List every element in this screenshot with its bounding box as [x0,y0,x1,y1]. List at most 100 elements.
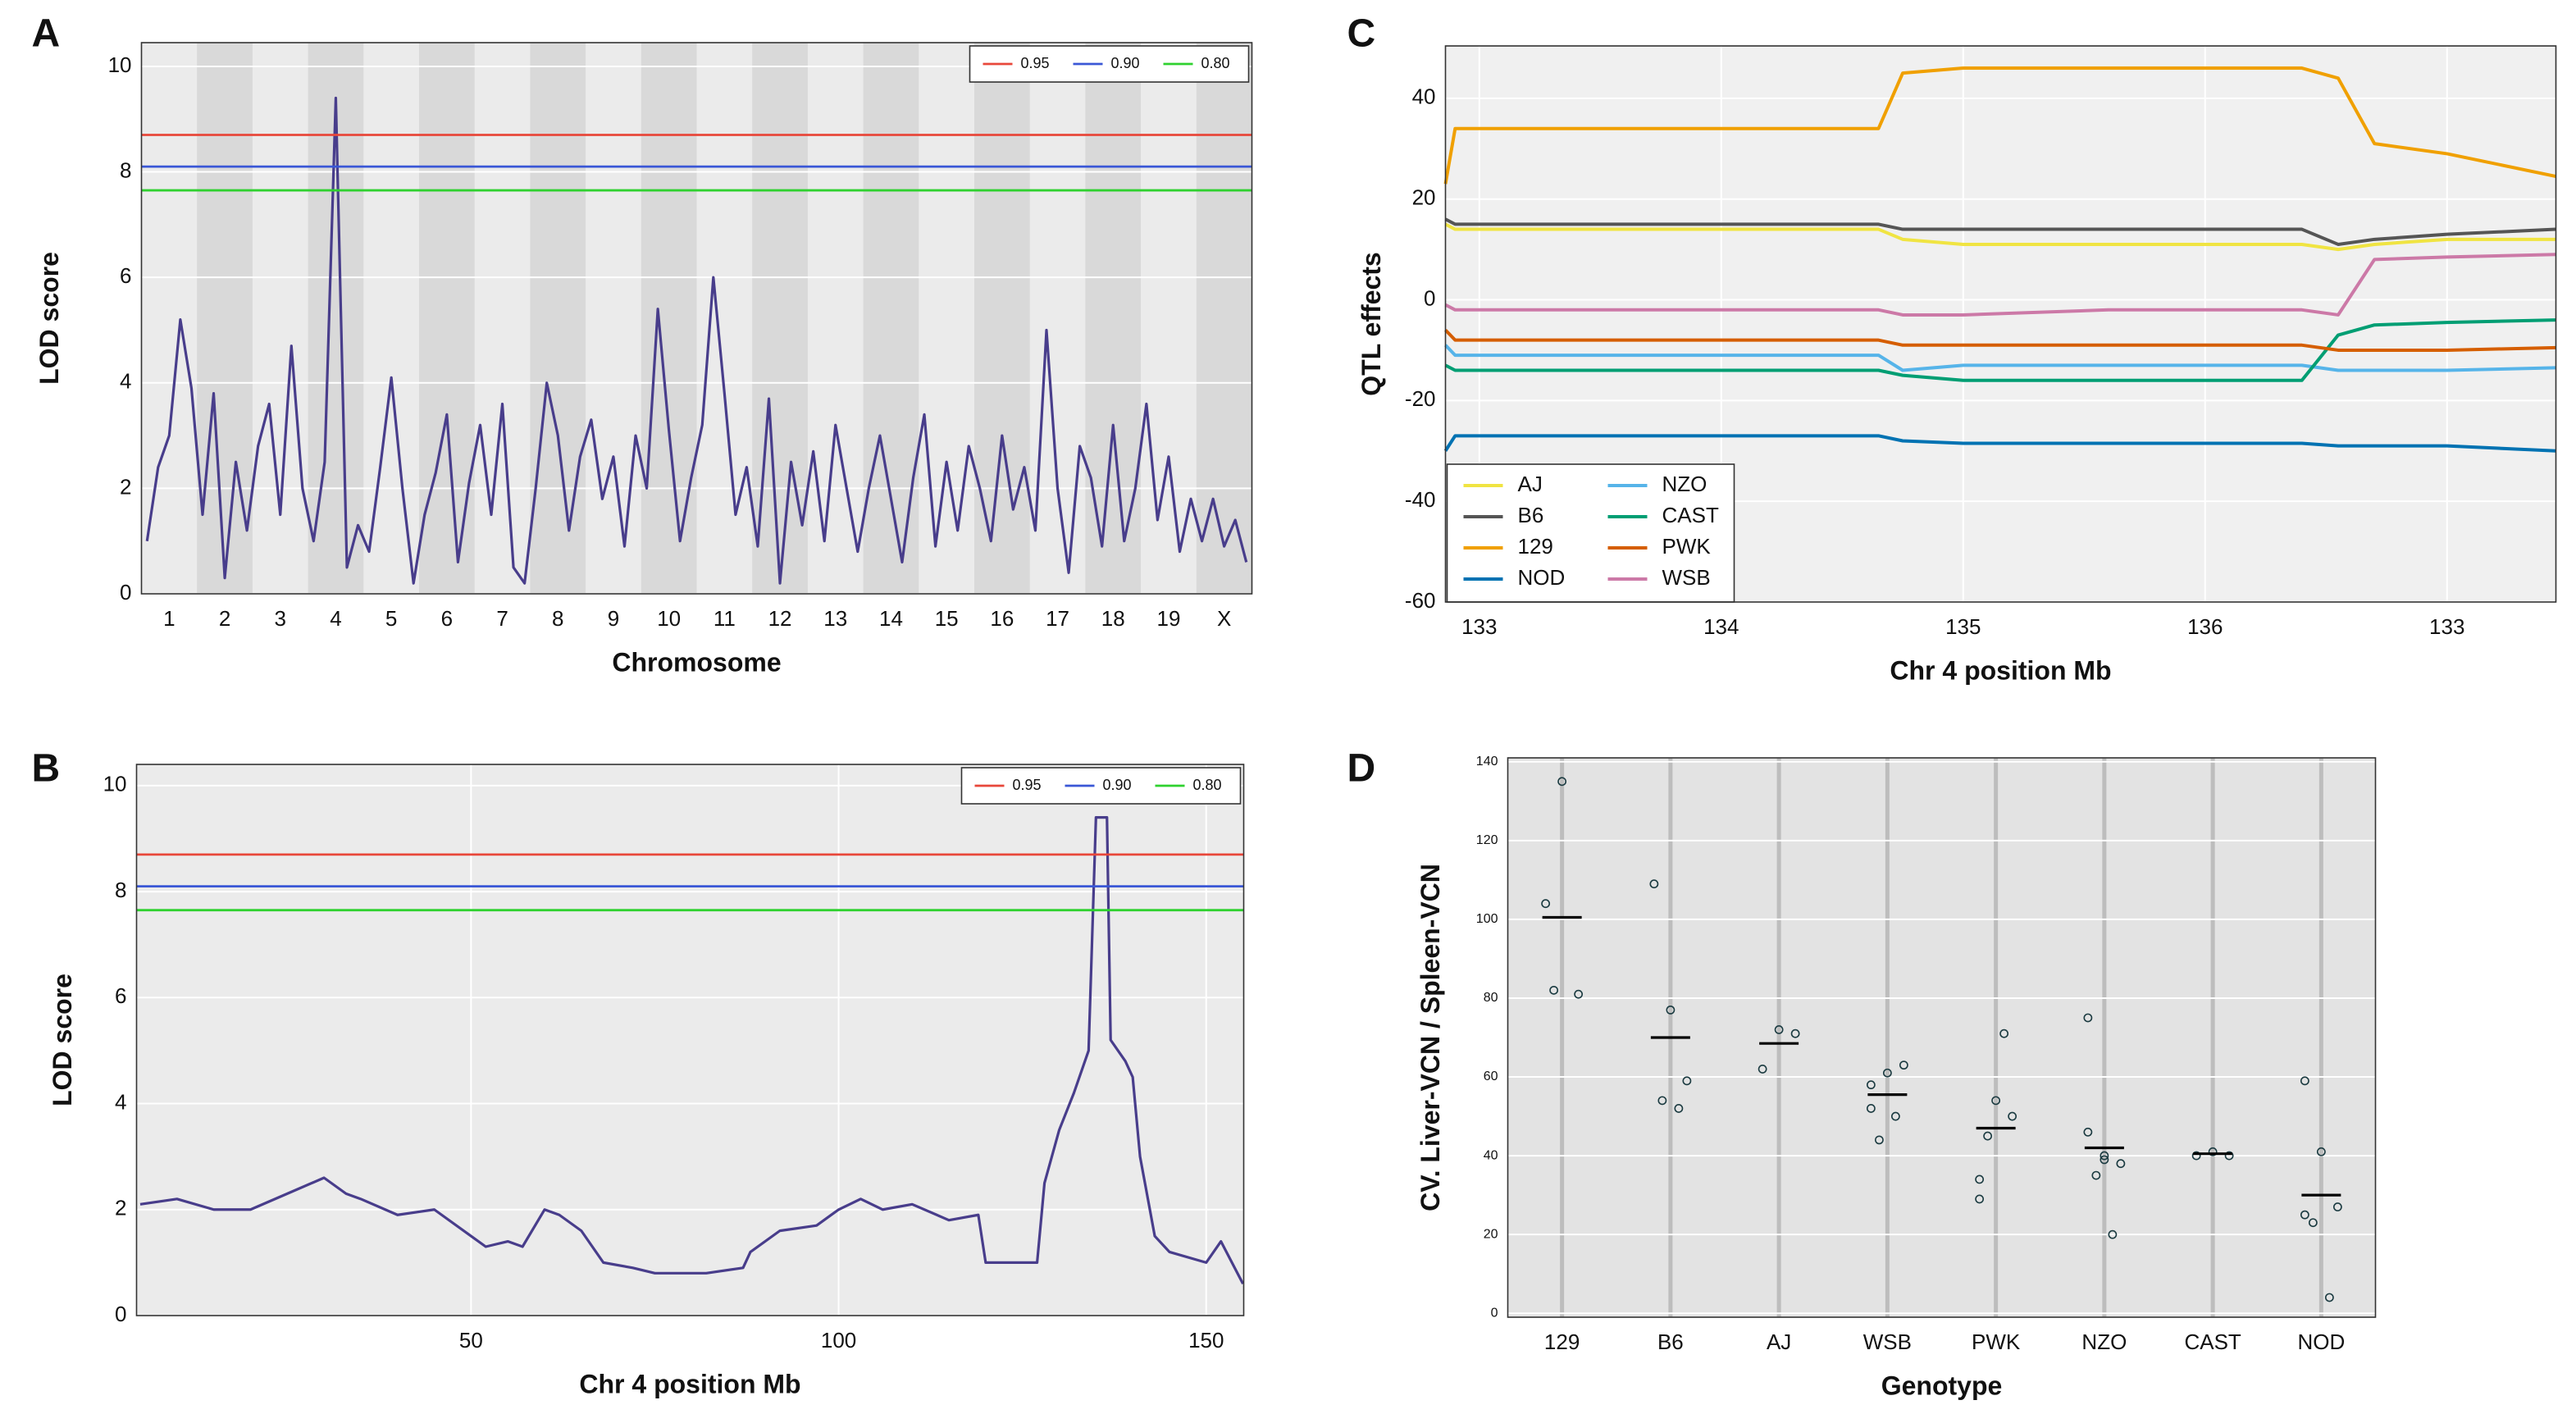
data-point [1975,1175,1985,1184]
x-tick-label: 18 [1101,606,1125,631]
data-point [1999,1029,2009,1038]
y-tick-label: 10 [103,772,127,796]
x-tick-label: 3 [275,606,286,631]
chromosome-band [641,43,697,594]
series-line [139,816,1245,1284]
data-point [2300,1076,2309,1086]
data-point [1983,1131,1993,1141]
x-tick-label: 14 [879,606,903,631]
panel-letter: A [32,12,61,56]
x-tick-label: CAST [2184,1330,2241,1354]
legend-label: AJ [1518,472,1543,496]
legend-label: PWK [1662,534,1712,559]
data-point [2108,1229,2118,1239]
legend-label: NZO [1662,472,1707,496]
x-tick-label: NZO [2081,1330,2127,1354]
x-tick-label: 15 [935,606,959,631]
data-point [1674,1104,1684,1113]
legend-label: 0.80 [1201,55,1230,71]
y-tick-label: 120 [1476,833,1498,847]
x-tick-label: 5 [385,606,397,631]
x-tick-label: 17 [1046,606,1069,631]
x-axis-label: Chromosome [612,647,781,677]
y-tick-label: 4 [120,369,131,394]
y-tick-label: -20 [1405,386,1436,411]
chromosome-band [863,43,919,594]
data-point [1899,1060,1908,1070]
data-point [1890,1111,1900,1121]
series-line [1444,328,2556,352]
y-tick-label: 40 [1412,84,1436,109]
x-axis-label: Chr 4 position Mb [1890,655,2111,685]
x-tick-label: 129 [1544,1330,1580,1354]
x-tick-label: X [1217,606,1231,631]
y-axis-label: QTL effects [1356,252,1386,395]
data-point [1649,879,1659,889]
panel-letter: C [1347,12,1376,56]
legend-label: 0.80 [1193,777,1222,793]
data-point [2300,1210,2309,1220]
data-point [1975,1194,1985,1204]
panel-letter: B [32,747,61,791]
data-point [1790,1029,1800,1038]
x-tick-label: 134 [1703,614,1739,639]
x-tick-label: 12 [768,606,792,631]
data-point [1557,777,1567,787]
y-tick-label: 60 [1484,1070,1498,1083]
plot-frame [1507,757,2377,1318]
x-tick-label: 133 [2429,614,2464,639]
x-tick-label: AJ [1767,1330,1791,1354]
x-tick-label: 8 [552,606,563,631]
plot-frame [1444,45,2557,603]
y-tick-label: 80 [1484,991,1498,1005]
x-tick-label: 19 [1156,606,1180,631]
legend-box [969,45,1250,83]
legend-label: 0.90 [1111,55,1140,71]
data-point [2083,1013,2093,1023]
series-line [1444,222,2556,252]
legend-label: 0.90 [1103,777,1132,793]
data-point [1758,1065,1767,1074]
x-tick-label: 135 [1945,614,1981,639]
series-line [1444,318,2556,382]
y-tick-label: 0 [1491,1306,1498,1320]
plot-background [1507,758,2376,1317]
chromosome-band [974,43,1030,594]
legend-box [960,767,1242,805]
y-tick-label: 8 [115,878,126,902]
y-tick-label: 6 [115,983,126,1008]
plot-frame [140,42,1253,595]
data-point [2116,1159,2126,1169]
data-point [2083,1127,2093,1137]
data-point [1549,985,1559,995]
chromosome-band [1085,43,1142,594]
data-point [1541,899,1551,909]
data-point [2008,1111,2017,1121]
y-tick-label: 20 [1484,1227,1498,1241]
y-tick-label: 10 [108,52,132,77]
y-tick-label: 0 [120,580,131,604]
x-tick-label: 100 [821,1328,856,1352]
y-axis-label: CV. Liver-VCN / Spleen-VCN [1416,864,1445,1211]
data-point [2100,1155,2109,1165]
x-tick-label: 50 [459,1328,483,1352]
y-tick-label: 140 [1476,755,1498,769]
panel-letter: D [1347,747,1376,791]
x-tick-label: WSB [1863,1330,1912,1354]
chromosome-band [1196,43,1252,594]
y-tick-label: 2 [115,1196,126,1220]
plot-background [136,764,1244,1316]
plot-frame [135,764,1245,1316]
chromosome-band [530,43,586,594]
x-tick-label: PWK [1972,1330,2021,1354]
x-tick-label: 1 [163,606,175,631]
y-tick-label: 0 [1424,285,1435,310]
data-point [1682,1076,1692,1086]
x-tick-label: 9 [608,606,619,631]
data-point [1882,1068,1892,1078]
data-point [1574,989,1584,999]
x-tick-label: 133 [1461,614,1497,639]
y-tick-label: 20 [1412,185,1436,210]
y-tick-label: 0 [115,1302,126,1326]
